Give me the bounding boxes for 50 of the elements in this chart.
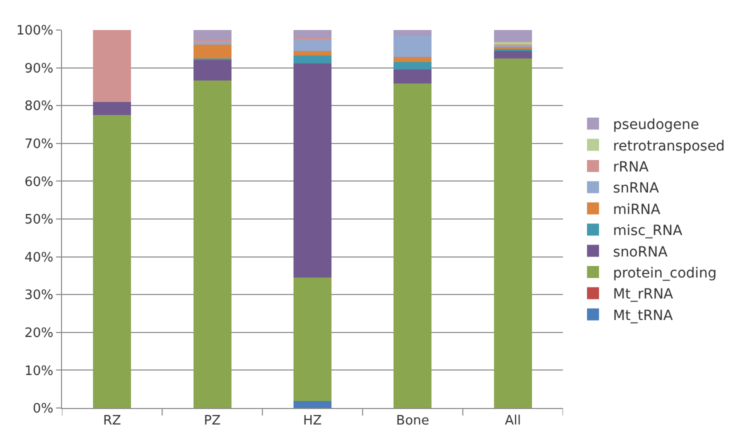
bar <box>394 84 432 408</box>
bar <box>293 50 332 56</box>
bar <box>494 30 532 42</box>
legend-label: snoRNA <box>613 244 668 260</box>
x-tick-label: All <box>504 414 521 429</box>
legend-label: Mt_rRNA <box>613 286 674 303</box>
bar <box>193 42 232 44</box>
bar <box>193 60 232 80</box>
bar <box>193 80 232 408</box>
legend-label: pseudogene <box>613 117 700 134</box>
bar <box>494 58 532 408</box>
legend-label: misc_RNA <box>613 223 683 240</box>
bar <box>293 63 332 278</box>
x-tick-label: PZ <box>204 414 221 429</box>
bar <box>394 30 432 36</box>
bar <box>193 30 232 40</box>
legend-label: rRNA <box>613 159 649 176</box>
bar <box>494 50 532 59</box>
y-tick-label: 70% <box>24 136 54 152</box>
bar <box>293 401 332 408</box>
y-tick-label: 50% <box>24 212 54 228</box>
y-tick-label: 0% <box>32 402 54 417</box>
bar <box>394 57 432 62</box>
y-tick-label: 80% <box>24 99 54 114</box>
y-tick-label: 10% <box>24 364 54 379</box>
y-tick-label: 40% <box>24 250 54 266</box>
bar <box>293 30 332 38</box>
bar <box>193 44 232 58</box>
y-tick-label: 100% <box>16 24 54 39</box>
legend-label: protein_coding <box>613 265 717 282</box>
x-tick-label: HZ <box>303 414 322 429</box>
bar <box>293 39 332 51</box>
bar <box>394 62 432 70</box>
y-tick-label: 60% <box>24 174 54 190</box>
bar <box>394 70 432 84</box>
legend-label: miRNA <box>613 202 661 218</box>
bar <box>394 36 432 58</box>
legend-label: snRNA <box>613 180 660 197</box>
x-tick-label: Bone <box>396 414 430 429</box>
legend-label: retrotransposed <box>613 138 725 154</box>
legend-label: Mt_tRNA <box>613 308 674 324</box>
y-tick-label: 90% <box>24 61 54 76</box>
x-tick-label: RZ <box>103 414 122 429</box>
y-tick-label: 30% <box>24 288 54 304</box>
bar <box>93 102 132 116</box>
bar <box>93 30 132 102</box>
y-tick-label: 20% <box>24 326 54 341</box>
bar <box>293 278 332 402</box>
bar <box>93 115 132 408</box>
bar <box>293 55 332 64</box>
